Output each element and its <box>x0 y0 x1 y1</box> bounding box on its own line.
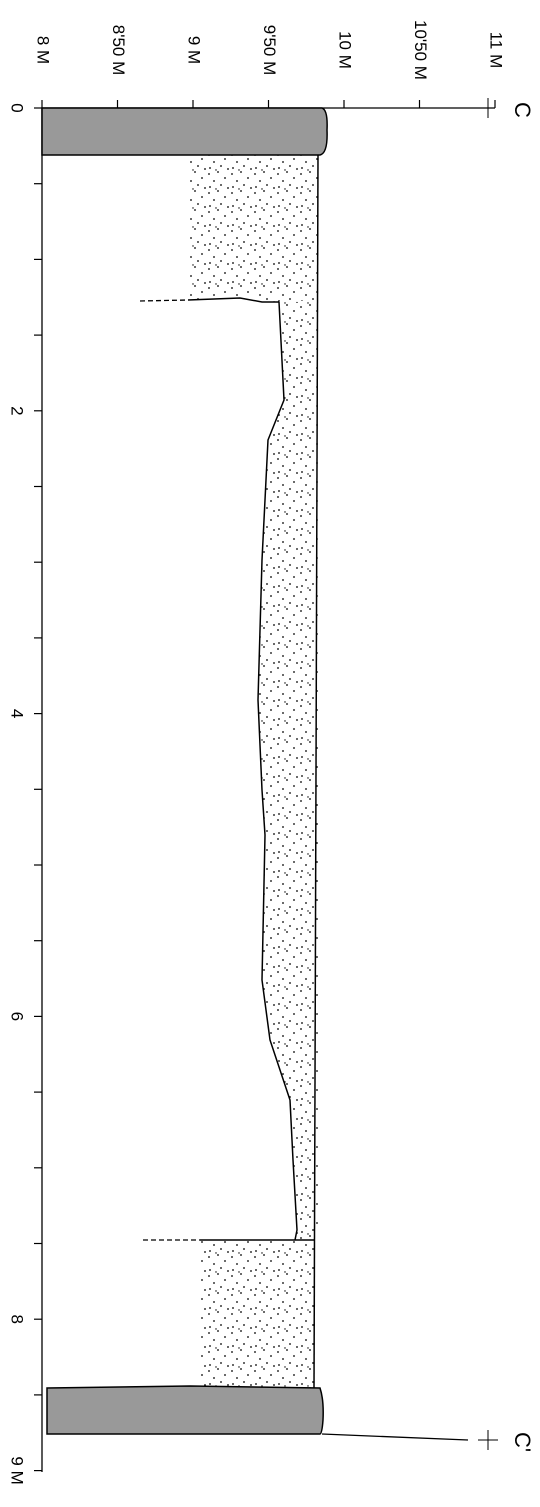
elevation-label: 11 M <box>487 32 506 69</box>
floor-line <box>313 154 319 1389</box>
distance-label: 0 <box>8 103 27 112</box>
distance-label: 6 <box>8 1012 27 1021</box>
elevation-label: 8 M <box>34 36 53 64</box>
layer-line <box>187 297 279 303</box>
fill-layer <box>200 1240 314 1388</box>
wall <box>41 107 328 156</box>
distance-label: 8 <box>8 1314 27 1323</box>
elevation-label: 8'50 M <box>109 25 128 76</box>
section-label: C' <box>510 1432 535 1452</box>
floor-layer <box>258 302 318 1240</box>
section-label: C <box>510 102 535 118</box>
distance-label: 4 <box>8 709 27 718</box>
elevation-label: 9'50 M <box>260 25 279 76</box>
fill-layer <box>188 155 318 302</box>
elevation-label: 9 M <box>185 36 204 64</box>
distance-label: 9 M <box>8 1456 27 1484</box>
wall <box>46 1385 324 1435</box>
elevation-label: 10'50 M <box>411 20 430 80</box>
profile-line <box>257 301 298 1241</box>
elevation-label: 10 M <box>336 31 355 69</box>
dashed-line <box>139 299 189 302</box>
section-line <box>321 1433 469 1441</box>
distance-label: 2 <box>8 406 27 415</box>
